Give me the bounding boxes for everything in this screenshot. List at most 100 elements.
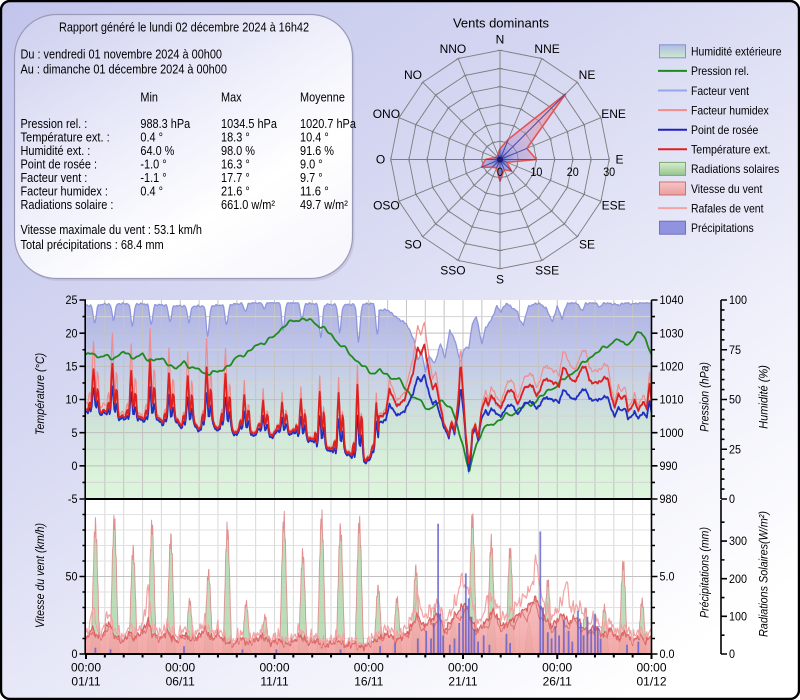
svg-text:06/11: 06/11 (166, 674, 195, 688)
svg-text:100: 100 (729, 293, 747, 307)
svg-text:1034.5 hPa: 1034.5 hPa (221, 116, 278, 131)
svg-text:ESE: ESE (602, 199, 626, 213)
svg-text:0.4 °: 0.4 ° (140, 183, 163, 198)
svg-text:9.0 °: 9.0 ° (300, 156, 323, 171)
svg-text:O: O (376, 153, 385, 167)
svg-text:5: 5 (72, 426, 78, 440)
svg-text:11/11: 11/11 (260, 674, 289, 688)
svg-text:Pression rel.: Pression rel. (691, 64, 749, 78)
svg-text:NE: NE (579, 68, 596, 82)
svg-text:0: 0 (729, 647, 735, 661)
svg-text:ENE: ENE (601, 107, 626, 121)
svg-text:30: 30 (603, 165, 615, 179)
svg-text:Précipitations: Précipitations (691, 221, 754, 235)
svg-text:0.4 °: 0.4 ° (140, 129, 163, 144)
svg-text:Précipitations (mm): Précipitations (mm) (698, 527, 712, 618)
svg-text:00:00: 00:00 (354, 660, 384, 674)
svg-text:980: 980 (660, 492, 678, 506)
svg-text:Pression (hPa): Pression (hPa) (698, 362, 712, 432)
svg-text:Facteur humidex: Facteur humidex (691, 103, 769, 117)
svg-text:Pression rel. :: Pression rel. : (21, 116, 88, 131)
svg-text:300: 300 (729, 534, 747, 548)
svg-text:50: 50 (66, 570, 78, 584)
svg-text:25: 25 (729, 442, 741, 456)
svg-text:Vents dominants: Vents dominants (453, 16, 550, 31)
svg-text:Température ext.: Température ext. (691, 143, 771, 157)
svg-text:16/11: 16/11 (354, 674, 383, 688)
svg-text:ONO: ONO (373, 107, 400, 121)
svg-text:75: 75 (729, 343, 741, 357)
svg-text:Humidité ext. :: Humidité ext. : (21, 143, 91, 158)
svg-text:1010: 1010 (660, 393, 684, 407)
svg-text:00:00: 00:00 (165, 660, 195, 674)
svg-text:Facteur vent :: Facteur vent : (21, 170, 88, 185)
svg-text:990: 990 (660, 459, 678, 473)
svg-text:50: 50 (729, 393, 741, 407)
svg-text:49.7 w/m²: 49.7 w/m² (300, 197, 348, 212)
svg-text:64.0 %: 64.0 % (140, 143, 174, 158)
svg-text:SO: SO (404, 238, 421, 252)
svg-text:21/11: 21/11 (448, 674, 477, 688)
svg-text:Facteur vent: Facteur vent (691, 84, 750, 98)
svg-text:10.4 °: 10.4 ° (300, 129, 329, 144)
svg-text:00:00: 00:00 (259, 660, 289, 674)
svg-text:10: 10 (530, 165, 542, 179)
svg-text:0: 0 (497, 165, 503, 179)
svg-text:SSO: SSO (440, 264, 465, 278)
svg-text:NNE: NNE (534, 42, 559, 56)
svg-text:01/12: 01/12 (636, 674, 666, 688)
svg-text:0: 0 (729, 492, 735, 506)
svg-text:1040: 1040 (660, 293, 684, 307)
svg-text:Vitesse maximale du vent : 53.: Vitesse maximale du vent : 53.1 km/h (21, 222, 203, 237)
svg-text:Température ext. :: Température ext. : (21, 129, 110, 144)
svg-text:-1.1 °: -1.1 ° (140, 170, 166, 185)
svg-text:Moyenne: Moyenne (300, 90, 345, 105)
svg-text:OSO: OSO (373, 199, 400, 213)
svg-text:1000: 1000 (660, 426, 684, 440)
svg-text:NNO: NNO (440, 42, 467, 56)
svg-text:5.0: 5.0 (660, 570, 675, 584)
svg-text:26/11: 26/11 (543, 674, 572, 688)
svg-text:Point de rosée: Point de rosée (691, 123, 759, 137)
svg-text:Vitesse du vent (km/h): Vitesse du vent (km/h) (33, 523, 47, 628)
svg-text:20: 20 (567, 165, 579, 179)
svg-text:Rapport généré le lundi 02 déc: Rapport généré le lundi 02 décembre 2024… (59, 20, 309, 35)
svg-text:661.0 w/m²: 661.0 w/m² (221, 197, 276, 212)
svg-text:15: 15 (66, 360, 78, 374)
svg-text:200: 200 (729, 572, 747, 586)
svg-text:-1.0 °: -1.0 ° (140, 156, 166, 171)
svg-text:11.6 °: 11.6 ° (300, 183, 329, 198)
svg-text:SSE: SSE (535, 264, 559, 278)
svg-text:100: 100 (729, 610, 747, 624)
svg-text:1030: 1030 (660, 326, 684, 340)
svg-text:S: S (496, 273, 504, 287)
svg-text:Vitesse du vent: Vitesse du vent (691, 182, 763, 196)
svg-text:Humidité extérieure: Humidité extérieure (691, 45, 782, 59)
svg-text:-5: -5 (68, 492, 78, 506)
svg-text:18.3 °: 18.3 ° (221, 129, 250, 144)
svg-text:Du : vendredi 01 novembre 2024: Du : vendredi 01 novembre 2024 à 00h00 (21, 46, 223, 61)
svg-text:Température (°C): Température (°C) (33, 353, 47, 435)
svg-text:17.7 °: 17.7 ° (221, 170, 250, 185)
svg-text:00:00: 00:00 (636, 660, 666, 674)
svg-text:Au : dimanche 01 décembre 2024: Au : dimanche 01 décembre 2024 à 00h00 (21, 62, 227, 77)
svg-text:Radiations solaire :: Radiations solaire : (21, 197, 114, 212)
svg-text:10: 10 (66, 393, 78, 407)
svg-text:SE: SE (579, 238, 595, 252)
svg-text:NO: NO (404, 68, 422, 82)
svg-text:Radiations solaires: Radiations solaires (691, 162, 779, 176)
svg-text:00:00: 00:00 (71, 660, 101, 674)
svg-text:988.3 hPa: 988.3 hPa (140, 116, 190, 131)
svg-text:Total précipitations : 68.4 mm: Total précipitations : 68.4 mm (21, 237, 164, 252)
svg-text:9.7 °: 9.7 ° (300, 170, 323, 185)
svg-text:N: N (496, 33, 505, 47)
svg-text:Min: Min (140, 90, 158, 105)
svg-text:25: 25 (66, 293, 78, 307)
svg-text:98.0 %: 98.0 % (221, 143, 255, 158)
svg-text:Rafales de vent: Rafales de vent (691, 201, 764, 215)
svg-text:91.6 %: 91.6 % (300, 143, 334, 158)
svg-text:0: 0 (72, 647, 78, 661)
svg-text:1020: 1020 (660, 360, 684, 374)
svg-text:00:00: 00:00 (448, 660, 478, 674)
svg-text:20: 20 (66, 326, 78, 340)
